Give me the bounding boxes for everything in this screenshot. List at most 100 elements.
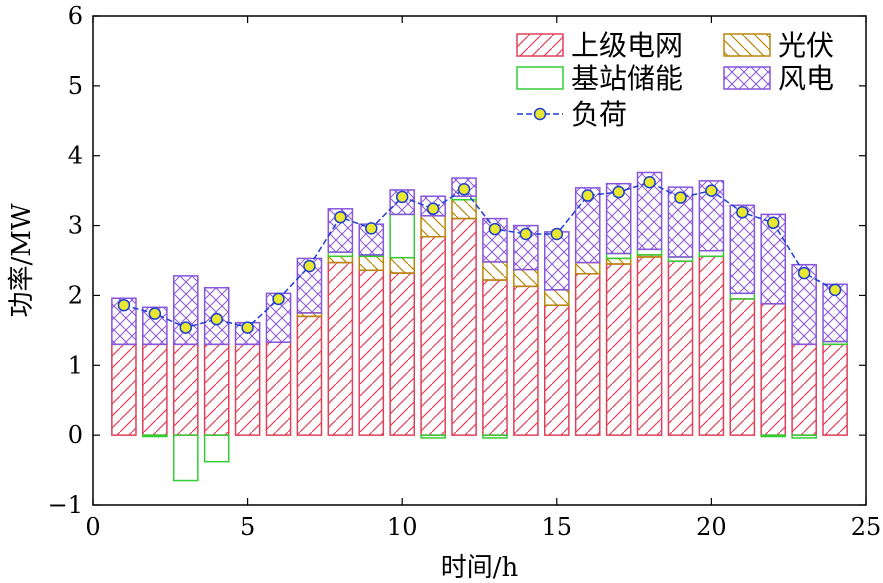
load-point-h19 [674, 191, 687, 204]
bar-3-h10 [389, 213, 416, 259]
load-point-h11 [426, 202, 440, 216]
load-point-h15 [550, 227, 564, 241]
legend-swatch-1 [516, 33, 564, 57]
bar-1-h20 [698, 255, 725, 436]
x-tick-label: 0 [85, 513, 100, 541]
load-point-h23 [797, 266, 811, 280]
load-point-h5 [241, 321, 254, 334]
bar-2-h9 [358, 255, 385, 272]
bar-3-h11 [420, 434, 446, 439]
load-point-h9 [365, 222, 378, 235]
load-point-h13 [488, 222, 502, 236]
y-tick-label: 2 [68, 281, 83, 309]
bar-1-h6 [265, 341, 292, 436]
load-point-h8 [334, 210, 347, 224]
bar-2-h14 [513, 268, 539, 288]
bar-1-h22 [760, 303, 787, 436]
y-tick-label: 5 [68, 72, 83, 100]
bar-2-h17 [605, 257, 632, 265]
bar-1-h5 [234, 343, 261, 436]
axes-frame [92, 15, 867, 506]
load-point-h1 [117, 298, 131, 312]
bar-3-h2 [142, 434, 168, 438]
bar-2-h12 [451, 198, 477, 220]
load-point-h3 [179, 321, 193, 334]
load-point-h6 [272, 292, 285, 306]
bar-1-h2 [142, 343, 168, 436]
load-point-h12 [457, 182, 471, 196]
x-tick-label: 25 [851, 513, 882, 541]
legend-label-5: 负荷 [571, 98, 627, 131]
x-axis-label: 时间/h [441, 553, 519, 583]
bar-1-h16 [574, 273, 601, 436]
bar-1-h8 [327, 261, 354, 436]
load-point-h16 [581, 189, 594, 202]
x-tick-label: 5 [240, 513, 255, 541]
load-point-h2 [148, 307, 162, 320]
bar-3-h22 [760, 434, 787, 438]
y-tick-label: 3 [68, 212, 83, 240]
load-point-h22 [766, 216, 780, 230]
bar-3-h3 [172, 434, 199, 482]
legend-label-4: 风电 [778, 62, 834, 95]
legend-label-1: 上级电网 [571, 29, 683, 62]
bar-3-h13 [482, 434, 508, 439]
load-line [123, 181, 836, 329]
legend-label-3: 基站储能 [571, 62, 683, 95]
legend-label-2: 光伏 [778, 29, 834, 62]
legend-marker [533, 107, 547, 121]
load-point-h10 [395, 190, 409, 204]
load-point-h7 [303, 259, 316, 273]
bar-1-h4 [203, 343, 230, 436]
bar-1-h12 [451, 217, 477, 436]
legend-swatch-3 [516, 66, 564, 90]
bar-4-h21 [729, 204, 756, 295]
y-tick-label: 0 [68, 421, 83, 449]
bar-1-h17 [605, 263, 632, 436]
load-point-h14 [519, 227, 533, 241]
bar-1-h15 [543, 304, 570, 436]
load-point-h17 [612, 185, 625, 199]
bar-1-h19 [667, 260, 694, 436]
bar-3-h18 [636, 248, 663, 256]
bar-4-h22 [760, 213, 787, 305]
bar-2-h15 [543, 289, 570, 306]
bar-2-h16 [574, 261, 601, 275]
x-tick-label: 10 [387, 513, 418, 541]
bar-1-h21 [729, 298, 756, 436]
y-tick-label: 4 [68, 142, 83, 170]
bar-4-h3 [172, 275, 199, 346]
bar-2-h8 [327, 255, 354, 264]
y-tick-label: 1 [68, 351, 83, 379]
plot-area [111, 171, 848, 482]
bar-4-h6 [265, 292, 292, 343]
bar-1-h1 [111, 343, 137, 436]
load-point-h18 [643, 176, 656, 189]
x-tick-label: 20 [696, 513, 727, 541]
bar-4-h15 [543, 231, 570, 291]
y-tick-label: 6 [68, 2, 83, 30]
y-tick-label: −1 [48, 491, 83, 519]
bar-1-h10 [389, 272, 416, 436]
bar-1-h14 [513, 285, 539, 436]
bar-1-h23 [791, 343, 817, 436]
load-point-h4 [210, 312, 223, 326]
bar-3-h4 [203, 434, 230, 463]
x-tick-label: 15 [542, 513, 573, 541]
bar-1-h9 [358, 269, 385, 436]
bar-2-h11 [420, 215, 446, 238]
bar-2-h13 [482, 261, 508, 281]
bar-4-h23 [791, 263, 817, 346]
bar-1-h3 [172, 343, 199, 436]
load-point-h24 [828, 283, 842, 297]
bar-3-h21 [729, 292, 756, 300]
bar-1-h24 [822, 343, 848, 436]
legend-swatch-4 [723, 66, 771, 90]
bar-2-h10 [389, 256, 416, 274]
bar-1-h18 [636, 256, 663, 436]
bar-3-h23 [791, 434, 817, 439]
bar-1-h7 [296, 315, 323, 436]
bar-3-h20 [698, 249, 725, 258]
